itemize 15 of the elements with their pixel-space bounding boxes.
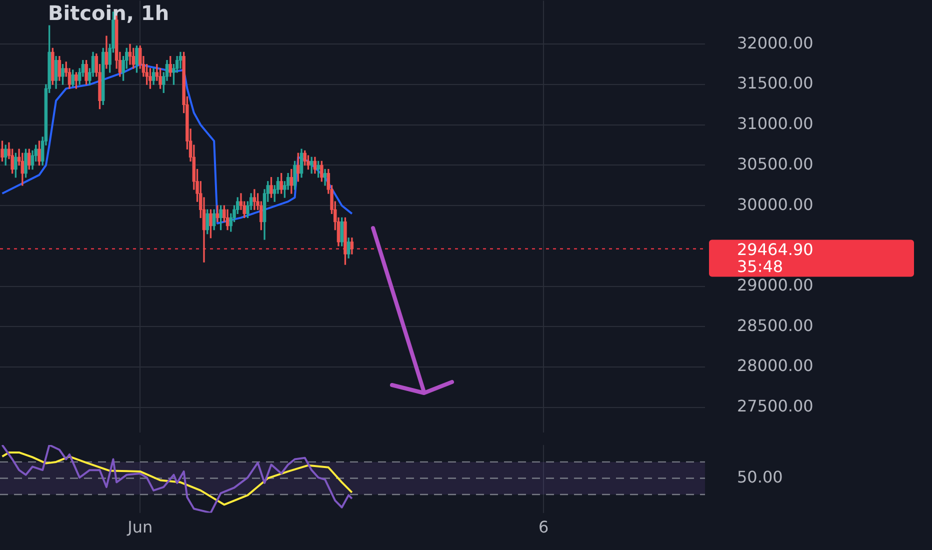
y-tick-label: 32000.00	[737, 33, 814, 52]
text: 50.00	[737, 467, 783, 486]
x-tick-label: Jun	[126, 518, 153, 537]
text: 35:48	[737, 256, 784, 276]
y-tick-label: 31500.00	[737, 74, 814, 93]
y-tick-label: 27500.00	[737, 396, 814, 416]
ref-line-label: 29464.90	[737, 240, 814, 259]
x-tick-label: 6	[538, 518, 549, 537]
chart-title: Bitcoin, 1h	[48, 1, 170, 26]
y-tick-label: 28000.00	[737, 356, 814, 376]
y-tick-label: 28500.00	[737, 316, 814, 335]
y-tick-label: 30500.00	[737, 154, 814, 174]
y-tick-label: 29000.00	[737, 275, 814, 294]
y-tick-label: 30000.00	[737, 194, 814, 214]
y-tick-label: 31000.00	[737, 114, 814, 134]
